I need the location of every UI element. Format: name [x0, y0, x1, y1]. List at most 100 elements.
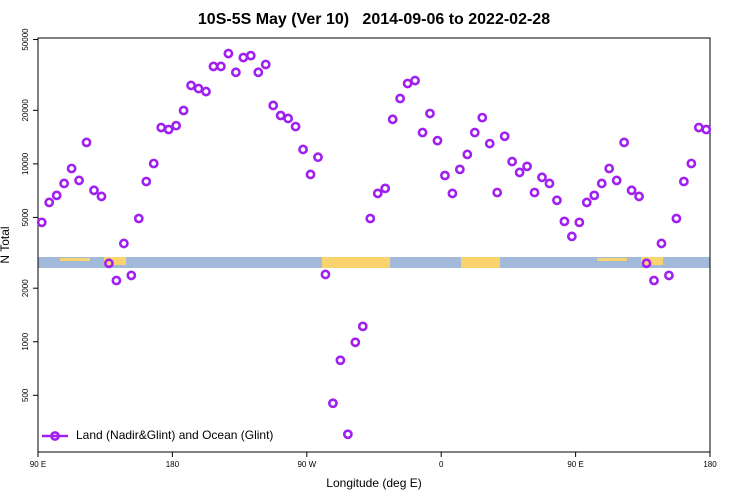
- data-point: [104, 258, 114, 269]
- data-point: [260, 59, 271, 70]
- data-point: [66, 163, 77, 174]
- data-point: [701, 124, 712, 135]
- data-point: [156, 122, 167, 133]
- data-point: [611, 175, 622, 186]
- y-tick-label: 50000: [21, 28, 30, 51]
- data-point: [193, 83, 204, 94]
- data-point: [626, 185, 637, 196]
- data-point: [163, 124, 174, 135]
- x-tick-label: 90 E: [567, 460, 583, 469]
- data-point: [417, 127, 428, 138]
- data-point: [372, 188, 383, 199]
- data-point: [484, 138, 495, 149]
- data-point: [432, 135, 443, 146]
- data-point: [693, 122, 704, 133]
- data-point: [514, 167, 525, 178]
- data-point: [425, 108, 435, 119]
- x-tick-label: 90 E: [30, 460, 46, 469]
- data-point: [230, 67, 241, 78]
- data-point: [126, 270, 137, 281]
- data-point: [290, 121, 301, 132]
- data-point: [447, 188, 458, 199]
- data-point: [552, 195, 562, 206]
- y-tick-label: 5000: [21, 208, 30, 226]
- x-tick-label: 90 W: [297, 460, 316, 469]
- data-point: [477, 112, 488, 123]
- data-point: [350, 337, 361, 348]
- plot-frame: [37, 37, 711, 453]
- data-point: [253, 67, 264, 78]
- data-point: [320, 269, 331, 280]
- data-point: [298, 144, 308, 155]
- data-point: [649, 275, 659, 286]
- y-tick-label: 20000: [21, 99, 30, 122]
- x-tick-label: 0: [439, 460, 444, 469]
- data-point: [208, 61, 219, 72]
- data-point: [604, 163, 615, 174]
- data-point: [36, 217, 47, 228]
- data-point: [141, 176, 152, 187]
- x-axis-label: Longitude (deg E): [326, 476, 421, 490]
- data-point: [275, 110, 286, 121]
- y-axis-label: N Total: [0, 226, 12, 263]
- data-point: [186, 80, 196, 91]
- map-strip: [38, 257, 710, 268]
- data-point: [671, 213, 682, 224]
- data-point: [596, 178, 607, 189]
- data-point: [574, 217, 585, 228]
- data-point: [462, 149, 473, 160]
- data-point: [74, 175, 84, 186]
- data-point: [395, 93, 406, 104]
- data-point: [238, 52, 249, 63]
- data-point: [171, 120, 182, 131]
- data-point: [44, 197, 55, 208]
- data-point: [380, 183, 391, 194]
- data-point: [559, 216, 570, 227]
- data-point: [499, 131, 510, 142]
- data-point: [89, 185, 99, 196]
- data-point: [111, 275, 122, 286]
- data-point: [118, 238, 129, 249]
- data-point: [581, 197, 592, 208]
- y-tick-label: 2000: [21, 279, 30, 297]
- legend-marker: [50, 431, 60, 441]
- y-tick-label: 1000: [21, 332, 30, 350]
- data-point: [51, 190, 62, 201]
- data-point: [357, 321, 368, 332]
- data-point: [529, 187, 540, 198]
- data-point: [634, 191, 644, 202]
- data-point: [678, 176, 689, 187]
- data-point: [664, 270, 674, 281]
- data-point: [686, 158, 697, 169]
- data-point: [410, 75, 420, 86]
- data-point: [81, 137, 92, 148]
- data-point: [313, 152, 323, 163]
- x-tick-label: 180: [166, 460, 180, 469]
- data-point: [305, 169, 316, 180]
- data-point: [656, 238, 667, 249]
- data-point: [492, 187, 503, 198]
- data-point: [544, 178, 555, 189]
- data-point: [268, 100, 279, 111]
- data-point: [507, 156, 518, 167]
- legend-label: Land (Nadir&Glint) and Ocean (Glint): [76, 428, 273, 442]
- data-point: [537, 172, 547, 183]
- data-point: [387, 114, 398, 125]
- data-point: [223, 48, 234, 59]
- data-point: [328, 398, 338, 409]
- data-point: [335, 355, 346, 366]
- data-point: [619, 137, 630, 148]
- data-point: [641, 258, 652, 269]
- data-point: [178, 105, 189, 116]
- data-point: [283, 113, 294, 124]
- data-point: [342, 429, 353, 440]
- data-point: [469, 127, 480, 138]
- data-point: [440, 170, 450, 181]
- y-tick-label: 500: [21, 388, 30, 402]
- data-point: [522, 161, 532, 172]
- data-point: [96, 191, 107, 202]
- data-point: [245, 50, 256, 61]
- data-point: [566, 231, 577, 242]
- data-point: [59, 178, 70, 189]
